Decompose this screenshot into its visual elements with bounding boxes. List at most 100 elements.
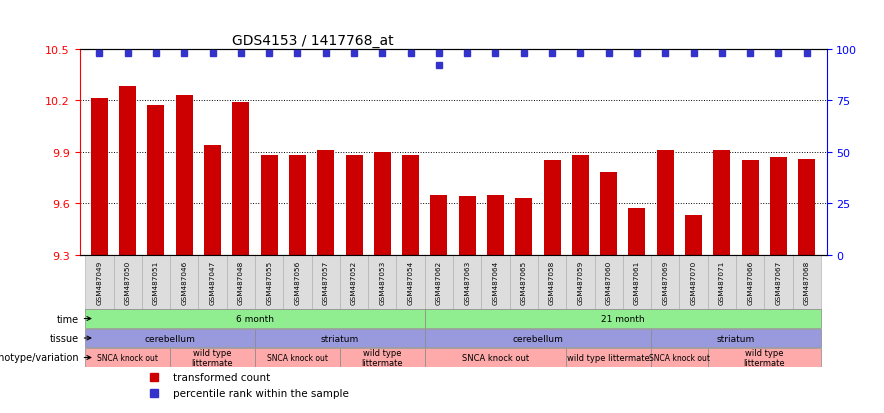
FancyBboxPatch shape [652,348,708,367]
Bar [176,96,193,413]
Bar [629,209,645,413]
FancyBboxPatch shape [680,255,708,309]
FancyBboxPatch shape [765,255,793,309]
Text: percentile rank within the sample: percentile rank within the sample [173,389,349,399]
Text: GSM487064: GSM487064 [492,260,499,304]
FancyBboxPatch shape [424,348,567,367]
FancyBboxPatch shape [255,329,424,348]
Text: GSM487047: GSM487047 [210,260,216,304]
Bar [544,161,560,413]
Bar [770,157,787,413]
Bar [657,151,674,413]
Text: GSM487050: GSM487050 [125,260,131,304]
Bar [346,156,362,413]
FancyBboxPatch shape [226,255,255,309]
FancyBboxPatch shape [170,348,255,367]
Text: striatum: striatum [321,334,359,343]
Text: 6 month: 6 month [236,314,274,323]
Bar [91,99,108,413]
Bar [402,156,419,413]
Text: tissue: tissue [50,333,91,343]
Bar [572,156,589,413]
Text: GSM487048: GSM487048 [238,260,244,304]
Text: wild type
littermate: wild type littermate [192,348,233,367]
Text: GSM487056: GSM487056 [294,260,301,304]
Text: cerebellum: cerebellum [513,334,563,343]
FancyBboxPatch shape [424,255,453,309]
Text: GDS4153 / 1417768_at: GDS4153 / 1417768_at [232,33,393,47]
Text: GSM487052: GSM487052 [351,260,357,304]
Text: striatum: striatum [717,334,755,343]
FancyBboxPatch shape [85,348,170,367]
Text: GSM487053: GSM487053 [379,260,385,304]
Bar [374,152,391,413]
Bar [742,161,758,413]
FancyBboxPatch shape [652,329,821,348]
Text: wild type
littermate: wild type littermate [362,348,403,367]
Text: 21 month: 21 month [601,314,644,323]
FancyBboxPatch shape [85,255,113,309]
FancyBboxPatch shape [424,309,821,328]
Text: genotype/variation: genotype/variation [0,353,91,363]
Text: GSM487062: GSM487062 [436,260,442,304]
FancyBboxPatch shape [339,255,368,309]
FancyBboxPatch shape [113,255,141,309]
FancyBboxPatch shape [567,255,595,309]
Bar [261,156,278,413]
FancyBboxPatch shape [255,255,283,309]
FancyBboxPatch shape [510,255,538,309]
FancyBboxPatch shape [736,255,765,309]
FancyBboxPatch shape [396,255,424,309]
FancyBboxPatch shape [595,255,623,309]
Bar [148,106,164,413]
Bar [289,156,306,413]
FancyBboxPatch shape [85,309,424,328]
Text: GSM487063: GSM487063 [464,260,470,304]
Bar [317,151,334,413]
FancyBboxPatch shape [255,348,339,367]
Text: GSM487049: GSM487049 [96,260,103,304]
Bar [600,173,617,413]
Text: GSM487069: GSM487069 [662,260,668,304]
FancyBboxPatch shape [339,348,424,367]
FancyBboxPatch shape [311,255,339,309]
FancyBboxPatch shape [567,348,652,367]
FancyBboxPatch shape [538,255,567,309]
Text: SNCA knock out: SNCA knock out [649,353,710,362]
Text: GSM487051: GSM487051 [153,260,159,304]
Text: GSM487067: GSM487067 [775,260,781,304]
Bar [798,159,815,413]
Bar [459,197,476,413]
Text: GSM487070: GSM487070 [690,260,697,304]
Text: GSM487059: GSM487059 [577,260,583,304]
Bar [685,216,702,413]
FancyBboxPatch shape [482,255,510,309]
FancyBboxPatch shape [368,255,396,309]
Bar [232,103,249,413]
Text: GSM487066: GSM487066 [747,260,753,304]
Bar [487,195,504,413]
FancyBboxPatch shape [708,255,736,309]
Text: SNCA knock out: SNCA knock out [267,353,328,362]
Text: GSM487054: GSM487054 [408,260,414,304]
Text: GSM487058: GSM487058 [549,260,555,304]
FancyBboxPatch shape [141,255,170,309]
Text: transformed count: transformed count [173,372,271,382]
Text: GSM487061: GSM487061 [634,260,640,304]
Text: wild type
littermate: wild type littermate [743,348,785,367]
FancyBboxPatch shape [708,348,821,367]
Text: GSM487060: GSM487060 [606,260,612,304]
FancyBboxPatch shape [652,255,680,309]
Text: SNCA knock out: SNCA knock out [97,353,158,362]
Bar [119,87,136,413]
FancyBboxPatch shape [198,255,226,309]
Text: GSM487046: GSM487046 [181,260,187,304]
Text: GSM487065: GSM487065 [521,260,527,304]
FancyBboxPatch shape [283,255,311,309]
Bar [431,195,447,413]
Bar [515,199,532,413]
FancyBboxPatch shape [85,329,255,348]
Text: wild type littermate: wild type littermate [568,353,650,362]
FancyBboxPatch shape [170,255,198,309]
FancyBboxPatch shape [453,255,482,309]
